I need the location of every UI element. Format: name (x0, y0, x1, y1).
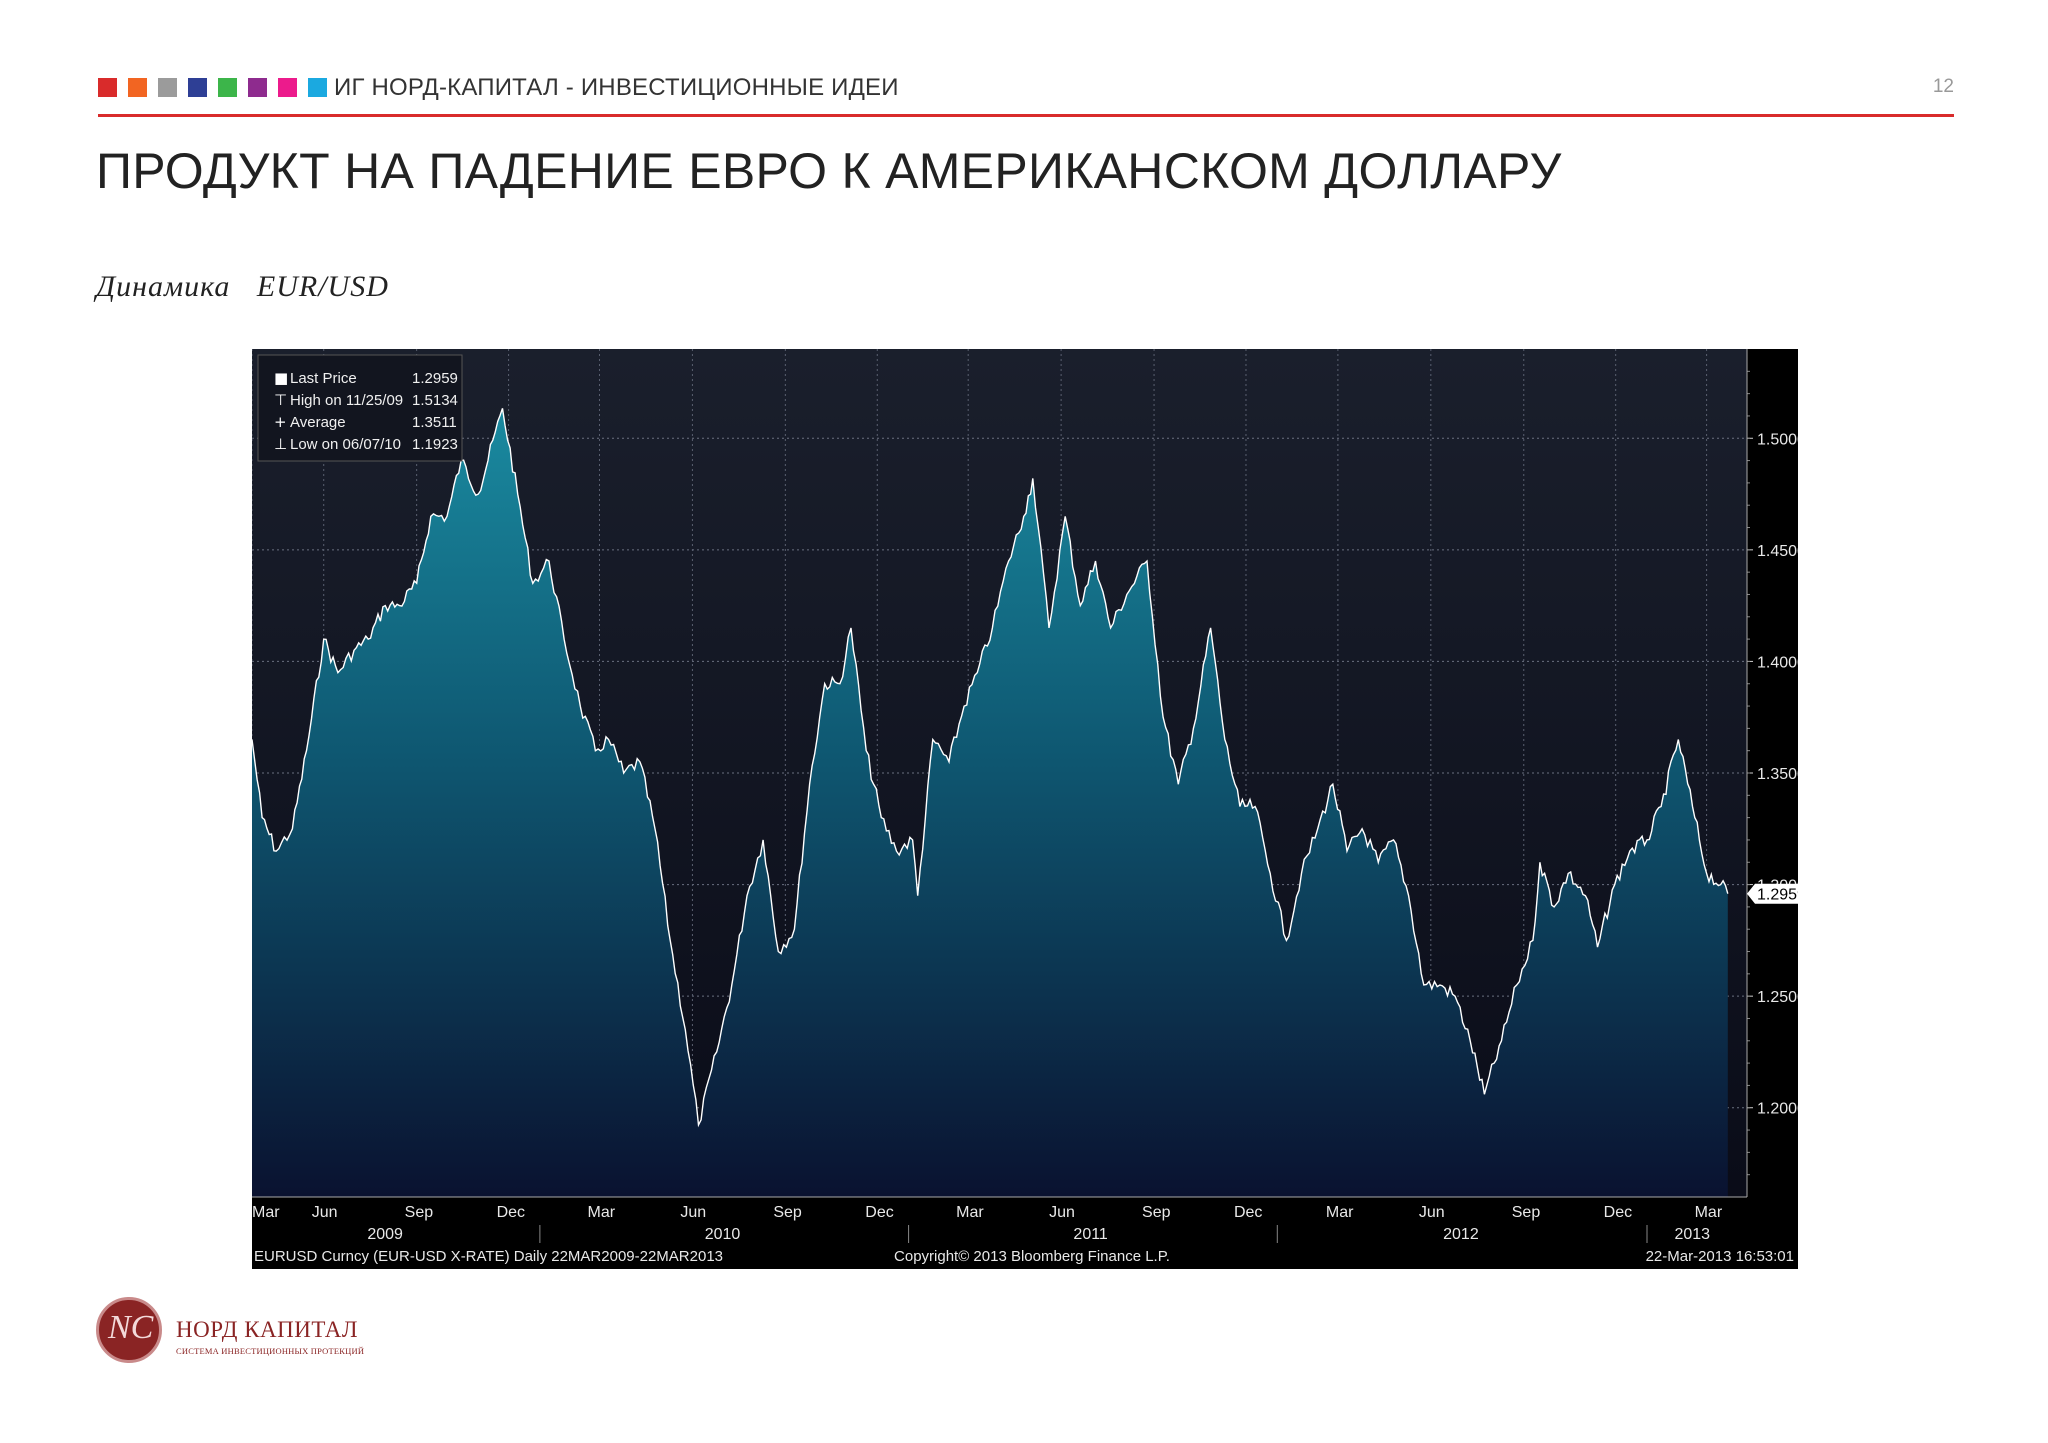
y-tick-label: 1.4500 (1757, 543, 1798, 560)
chart-footer-copyright: Copyright© 2013 Bloomberg Finance L.P. (894, 1248, 1170, 1265)
x-month-label: Mar (587, 1204, 615, 1221)
x-month-label: Mar (1326, 1204, 1354, 1221)
eurusd-chart-svg: 1.50001.45001.40001.35001.30001.25001.20… (252, 349, 1798, 1265)
series-line (252, 408, 1729, 1128)
chart-footer-timestamp: 22-Mar-2013 16:53:01 (1646, 1248, 1794, 1265)
color-square (128, 78, 147, 97)
y-tick-label: 1.3500 (1757, 766, 1798, 783)
color-square (188, 78, 207, 97)
x-year-label: 2010 (705, 1226, 741, 1243)
x-month-label: Sep (1512, 1204, 1541, 1221)
slide-header: ИГ НОРД-КАПИТАЛ - ИНВЕСТИЦИОННЫЕ ИДЕИ 12 (98, 74, 1954, 117)
x-month-label: Sep (773, 1204, 802, 1221)
color-squares (98, 78, 327, 97)
x-month-label: Dec (1234, 1204, 1262, 1221)
color-square (98, 78, 117, 97)
legend-label: Last Price (290, 370, 357, 387)
y-tick-label: 1.2000 (1757, 1101, 1798, 1118)
color-square (278, 78, 297, 97)
x-year-label: 2011 (1073, 1226, 1108, 1243)
color-square (158, 78, 177, 97)
chart-legend: ■ Last Price 1.2959 ⊤ High on 11/25/09 1.5134… (257, 354, 463, 462)
x-month-label: Jun (1049, 1204, 1075, 1221)
last-price-label: 1.2959 (1757, 887, 1798, 904)
legend-value: 1.3511 (412, 414, 457, 431)
color-square (248, 78, 267, 97)
x-month-label: Jun (1419, 1204, 1445, 1221)
logo-emblem (96, 1297, 162, 1363)
last-price-marker (1747, 883, 1798, 904)
y-tick-label: 1.2500 (1757, 989, 1798, 1006)
x-month-label: Dec (1604, 1204, 1632, 1221)
logo-monogram: NC (108, 1309, 154, 1346)
legend-label: Average (290, 414, 346, 431)
legend-value: 1.1923 (412, 436, 458, 453)
legend-label: High on 11/25/09 (290, 392, 403, 409)
x-year-label: 2012 (1443, 1226, 1479, 1243)
legend-marker: + (274, 413, 287, 431)
y-tick-label: 1.5000 (1757, 431, 1798, 448)
x-month-label: Sep (405, 1204, 434, 1221)
legend-marker: ⊤ (274, 391, 287, 409)
legend-value: 1.5134 (412, 392, 458, 409)
chart-subtitle: Динамика EUR/USD (96, 270, 389, 303)
company-logo: NC НОРД КАПИТАЛ СИСТЕМА ИНВЕСТИЦИОННЫХ П… (96, 1297, 496, 1377)
x-year-label: 2013 (1674, 1226, 1710, 1243)
x-month-label: Dec (865, 1204, 893, 1221)
page-title: ПРОДУКТ НА ПАДЕНИЕ ЕВРО К АМЕРИКАНСКОМ Д… (96, 143, 1562, 199)
x-month-label: Mar (1695, 1204, 1723, 1221)
y-tick-label: 1.4000 (1757, 654, 1798, 671)
x-month-label: Mar (252, 1204, 280, 1221)
color-square (308, 78, 327, 97)
bloomberg-chart: 1.50001.45001.40001.35001.30001.25001.20… (252, 349, 1798, 1269)
legend-marker: ■ (274, 369, 288, 387)
x-month-label: Dec (497, 1204, 525, 1221)
legend-marker: ⊥ (274, 435, 287, 453)
chart-footer-source: EURUSD Curncy (EUR-USD X-RATE) Daily 22M… (254, 1248, 723, 1265)
header-title: ИГ НОРД-КАПИТАЛ - ИНВЕСТИЦИОННЫЕ ИДЕИ (334, 74, 899, 101)
legend-label: Low on 06/07/10 (290, 436, 401, 453)
legend-box (257, 354, 463, 462)
x-month-label: Mar (956, 1204, 984, 1221)
logo-name: НОРД КАПИТАЛ (176, 1317, 359, 1342)
legend-value: 1.2959 (412, 370, 458, 387)
page-number: 12 (1932, 76, 1954, 97)
series-area (252, 408, 1728, 1197)
logo-tagline: СИСТЕМА ИНВЕСТИЦИОННЫХ ПРОТЕКЦИЙ (176, 1346, 365, 1356)
x-month-label: Jun (312, 1204, 338, 1221)
x-month-label: Sep (1142, 1204, 1171, 1221)
x-month-label: Jun (680, 1204, 706, 1221)
color-square (218, 78, 237, 97)
y-axis-panel (1747, 349, 1798, 1197)
x-year-label: 2009 (367, 1226, 403, 1243)
